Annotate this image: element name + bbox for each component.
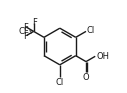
Text: OH: OH [96, 52, 109, 61]
Text: F: F [23, 32, 28, 41]
Text: CF₃: CF₃ [19, 27, 33, 36]
Text: Cl: Cl [87, 26, 95, 35]
Text: O: O [83, 73, 89, 82]
Text: F: F [23, 23, 28, 32]
Text: Cl: Cl [56, 78, 64, 87]
Text: F: F [32, 18, 37, 27]
